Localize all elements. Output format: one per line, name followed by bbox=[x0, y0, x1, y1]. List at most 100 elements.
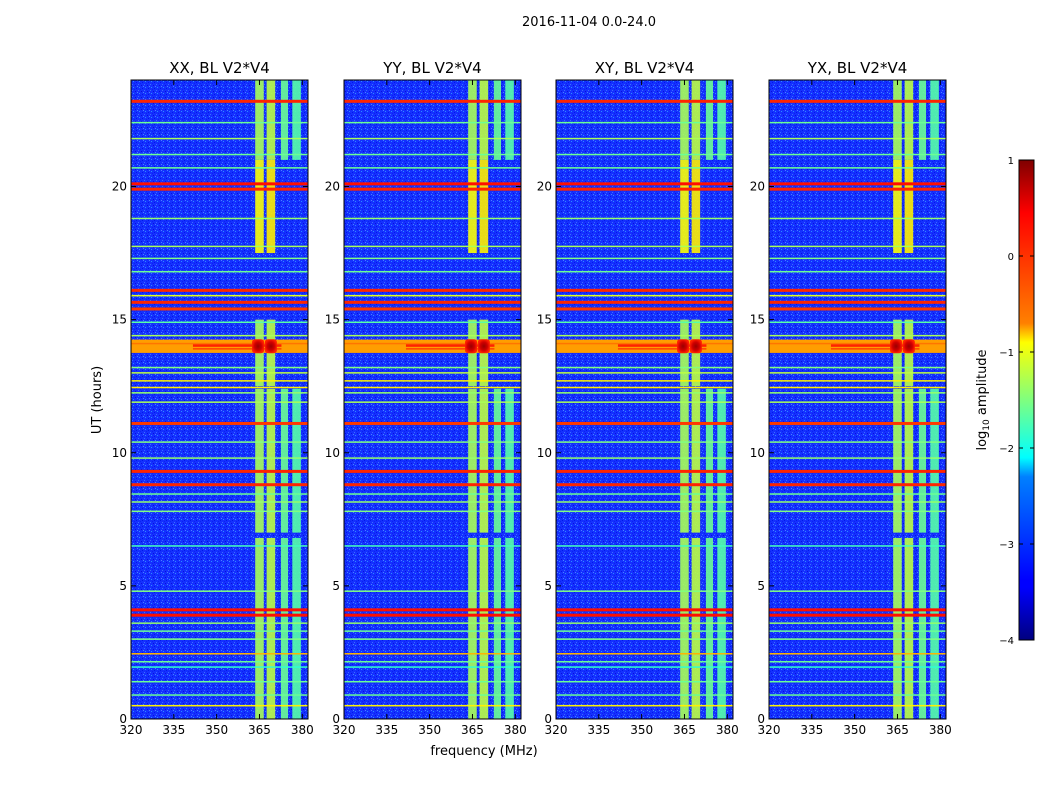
rfi-line bbox=[556, 342, 733, 345]
rfi-line bbox=[131, 392, 308, 394]
rfi-line bbox=[131, 469, 308, 473]
rfi-line bbox=[769, 638, 946, 640]
rfi-band-1 bbox=[904, 388, 914, 533]
rfi-line bbox=[769, 386, 946, 389]
y-tick-label: 10 bbox=[537, 446, 552, 460]
rfi-band-0 bbox=[680, 159, 689, 254]
rfi-line bbox=[769, 704, 946, 707]
rfi-line bbox=[131, 294, 308, 297]
rfi-line bbox=[556, 653, 733, 655]
rfi-line bbox=[344, 661, 521, 663]
y-tick-label: 5 bbox=[119, 579, 127, 593]
hotspot bbox=[902, 339, 915, 354]
rfi-line bbox=[769, 613, 946, 617]
rfi-line bbox=[556, 694, 733, 696]
rfi-band-1 bbox=[266, 537, 276, 719]
rfi-line bbox=[556, 493, 733, 495]
rfi-line bbox=[769, 661, 946, 663]
colorbar-ticks: 1 0 −1 −2 −3 −4 bbox=[999, 156, 1034, 647]
rfi-band-1 bbox=[479, 80, 489, 160]
rfi-line bbox=[769, 300, 946, 304]
rfi-band-3 bbox=[930, 80, 939, 160]
rfi-line bbox=[344, 300, 521, 304]
rfi-band-1 bbox=[691, 159, 701, 254]
colorbar-tick-label: −2 bbox=[999, 444, 1014, 455]
rfi-line bbox=[556, 613, 733, 617]
rfi-line bbox=[344, 608, 521, 612]
rfi-band-3 bbox=[930, 537, 939, 719]
rfi-line bbox=[344, 510, 521, 513]
x-tick-label: 320 bbox=[333, 723, 356, 737]
y-tick-label: 0 bbox=[119, 712, 127, 726]
x-tick-label: 380 bbox=[716, 723, 739, 737]
x-tick-label: 335 bbox=[800, 723, 823, 737]
rfi-line bbox=[556, 622, 733, 624]
rfi-line bbox=[556, 294, 733, 297]
rfi-line bbox=[344, 401, 521, 403]
rfi-line bbox=[769, 380, 946, 382]
colorbar-label-main: log bbox=[975, 431, 990, 451]
figure-suptitle: 2016-11-04 0.0-24.0 bbox=[522, 15, 656, 30]
rfi-line bbox=[556, 469, 733, 473]
rfi-band-0 bbox=[680, 537, 689, 719]
rfi-line bbox=[131, 334, 308, 337]
rfi-line bbox=[131, 680, 308, 683]
rfi-line bbox=[769, 270, 946, 273]
rfi-line bbox=[131, 217, 308, 220]
rfi-band-2 bbox=[918, 388, 927, 533]
rfi-line bbox=[556, 392, 733, 394]
rfi-line bbox=[556, 483, 733, 487]
rfi-line bbox=[344, 653, 521, 655]
hotspot bbox=[252, 339, 265, 354]
rfi-line bbox=[769, 99, 946, 103]
rfi-line bbox=[769, 366, 946, 369]
panel-xx: XX, BL V2*V4 320 335 350 365 380 0 5 10 15 20 bbox=[112, 59, 314, 737]
rfi-band-0 bbox=[255, 388, 264, 533]
rfi-line bbox=[131, 270, 308, 273]
panel-xy: XY, BL V2*V4 320 335 350 365 380 0 5 10 15 20 bbox=[537, 59, 739, 737]
rfi-line bbox=[769, 545, 946, 547]
rfi-line bbox=[131, 257, 308, 260]
rfi-line bbox=[131, 167, 308, 169]
rfi-line bbox=[131, 661, 308, 663]
rfi-line bbox=[344, 501, 521, 503]
background-noise bbox=[556, 80, 733, 719]
rfi-line bbox=[769, 666, 946, 668]
rfi-line bbox=[556, 638, 733, 640]
panel-title: YY, BL V2*V4 bbox=[382, 59, 481, 77]
rfi-line bbox=[769, 510, 946, 513]
background-noise bbox=[769, 80, 946, 719]
rfi-band-2 bbox=[493, 537, 502, 719]
rfi-line bbox=[344, 121, 521, 124]
rfi-line bbox=[344, 257, 521, 260]
colorbar-tick-label: −1 bbox=[999, 348, 1014, 359]
panel-title: XY, BL V2*V4 bbox=[595, 59, 695, 77]
x-tick-label: 350 bbox=[205, 723, 228, 737]
x-tick-label: 320 bbox=[120, 723, 143, 737]
rfi-line bbox=[769, 342, 946, 345]
rfi-line bbox=[556, 288, 733, 292]
rfi-line bbox=[344, 469, 521, 473]
x-tick-label: 350 bbox=[418, 723, 441, 737]
rfi-line bbox=[556, 187, 733, 191]
rfi-line bbox=[131, 613, 308, 617]
rfi-line bbox=[131, 153, 308, 156]
rfi-line bbox=[344, 294, 521, 297]
rfi-line bbox=[556, 167, 733, 169]
rfi-line bbox=[556, 680, 733, 683]
rfi-line bbox=[769, 187, 946, 191]
x-axis-label: frequency (MHz) bbox=[430, 744, 537, 759]
broadband-core bbox=[192, 343, 282, 350]
rfi-line bbox=[131, 187, 308, 191]
x-tick-label: 380 bbox=[291, 723, 314, 737]
rfi-line bbox=[344, 622, 521, 624]
rfi-band-1 bbox=[691, 80, 701, 160]
rfi-band-1 bbox=[479, 159, 489, 254]
rfi-line bbox=[556, 372, 733, 374]
rfi-line bbox=[344, 694, 521, 696]
rfi-band-0 bbox=[255, 80, 264, 160]
rfi-line bbox=[769, 457, 946, 459]
rfi-band-2 bbox=[705, 388, 714, 533]
rfi-line bbox=[344, 366, 521, 369]
